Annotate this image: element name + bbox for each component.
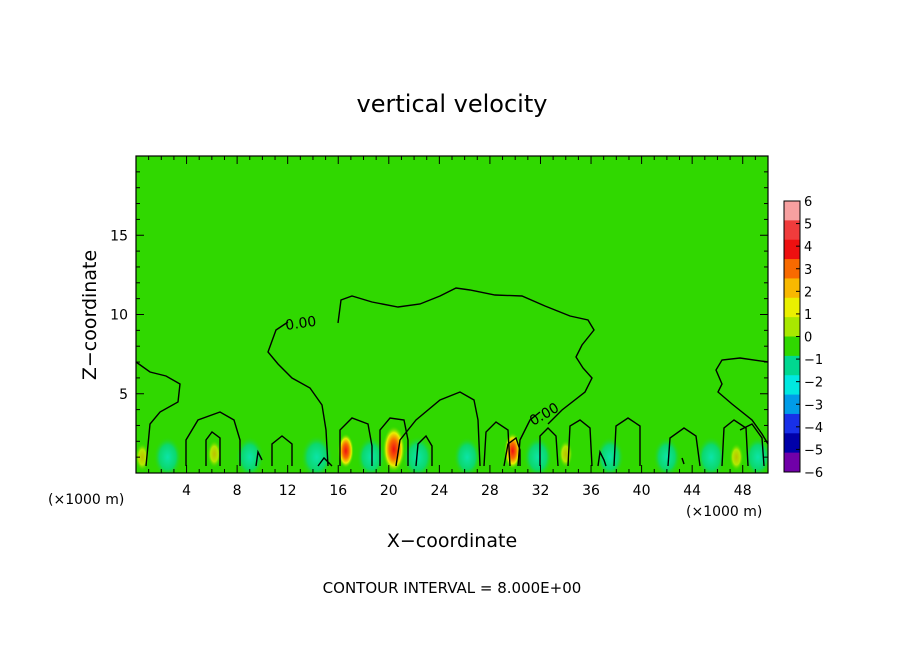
colorbar-bin	[784, 220, 800, 241]
contour-cell-15	[667, 427, 701, 467]
x-tick-label: 36	[582, 483, 600, 499]
contour-cell-1	[185, 411, 241, 466]
colorbar-bin	[784, 278, 800, 299]
x-axis: 4 8 12 16 20 24 28 32 36 40 44 48	[148, 156, 756, 499]
colorbar-bin	[784, 297, 800, 318]
x-tick-label: 24	[430, 483, 448, 499]
contour-cell-18	[681, 457, 685, 465]
y-tick-label: 5	[119, 387, 128, 403]
x-tick-label: 28	[481, 483, 499, 499]
colorbar-bin	[784, 433, 800, 454]
colorbar-label: 0	[804, 331, 812, 346]
colorbar-bin	[784, 259, 800, 279]
contour-cell-14	[613, 417, 641, 467]
x-tick-label: 4	[182, 483, 191, 499]
y-axis-unit: (×1000 m)	[48, 492, 124, 508]
contour-cell-6	[379, 417, 409, 466]
downdraft-cell	[696, 436, 726, 473]
colorbar-bin	[784, 336, 800, 357]
downdraft-cell	[596, 436, 624, 473]
y-tick-label: 15	[110, 228, 128, 244]
y-axis-title: Z−coordinate	[79, 250, 101, 380]
contour-cell-9	[483, 421, 511, 467]
downdraft-cell	[523, 436, 553, 473]
y-axis: 5 10 15	[110, 171, 768, 458]
updraft-cell	[558, 439, 573, 468]
contour-cell-5	[339, 417, 373, 466]
x-tick-label: 40	[633, 483, 651, 499]
colorbar-bin	[784, 375, 800, 395]
plot-background	[136, 156, 768, 473]
colorbar-label: −5	[804, 443, 823, 458]
contour-cell-7	[395, 391, 481, 467]
contour-cell-1-inner	[205, 431, 221, 466]
x-axis-title: X−coordinate	[387, 530, 517, 552]
downdraft-cell	[402, 435, 434, 473]
contour-cell-4	[317, 456, 333, 467]
contour-line-main	[337, 287, 595, 467]
colorbar-bin	[784, 413, 800, 434]
x-tick-label: 32	[532, 483, 550, 499]
x-tick-label: 20	[380, 483, 398, 499]
x-tick-label: 16	[329, 483, 347, 499]
downdraft-cell	[153, 436, 182, 473]
contour-interval-note: CONTOUR INTERVAL = 8.000E+00	[323, 579, 582, 597]
colorbar-label: 3	[804, 263, 812, 278]
colorbar-label: −6	[804, 466, 823, 481]
updraft-cell	[337, 433, 354, 469]
x-axis-unit: (×1000 m)	[686, 504, 762, 520]
colorbar-bin	[784, 394, 800, 415]
updraft-cell	[729, 443, 744, 472]
contour-label: 0.00	[284, 314, 317, 334]
contour-lines	[136, 287, 768, 467]
contour-line-left-edge	[136, 361, 181, 467]
contour-line-left-arch	[267, 321, 329, 467]
colorbar-label: 5	[804, 218, 812, 233]
colorbar-bin	[784, 355, 800, 376]
chart-title: vertical velocity	[357, 90, 548, 118]
y-tick-label: 10	[110, 308, 128, 324]
colorbar-bin	[784, 201, 800, 221]
colorbar-bin	[784, 317, 800, 337]
colorbar-label: −2	[804, 376, 823, 391]
contour-cell-8	[415, 434, 433, 467]
x-tick-label: 8	[233, 483, 242, 499]
x-tick-label: 12	[279, 483, 297, 499]
contour-cell-13	[597, 449, 607, 467]
updraft-cell	[207, 439, 222, 468]
colorbar-bin	[784, 452, 800, 473]
downdraft-cell	[453, 436, 481, 473]
downdraft-cell	[356, 436, 386, 473]
colorbar-bin	[784, 239, 800, 260]
colorbar-label: 6	[804, 195, 812, 210]
downdraft-cell	[300, 435, 333, 473]
contour-cell-17	[739, 423, 765, 467]
colorbar-label: 4	[804, 240, 812, 255]
colorbar-label: −3	[804, 398, 823, 413]
contour-cell-2	[255, 449, 263, 467]
colorbar-label: 2	[804, 285, 812, 300]
colorbar-label: 1	[804, 308, 812, 323]
contour-cell-10	[503, 436, 521, 467]
colorbar-label: −1	[804, 353, 823, 368]
downdraft-cell	[653, 436, 681, 473]
plot-area	[136, 156, 768, 473]
contour-cell-3	[271, 435, 293, 466]
contour-cell-16	[721, 419, 749, 467]
x-tick-label: 48	[734, 483, 752, 499]
contour-cell-11	[539, 427, 559, 467]
x-tick-label: 44	[683, 483, 701, 499]
colorbar-label: −4	[804, 421, 823, 436]
contour-line-right-top	[715, 357, 768, 445]
updraft-cell	[382, 425, 406, 473]
colorbar: 6 5 4 3 2 1 0 −1 −2 −3 −4 −5 −6	[783, 195, 823, 481]
contour-cell-12	[567, 419, 593, 467]
